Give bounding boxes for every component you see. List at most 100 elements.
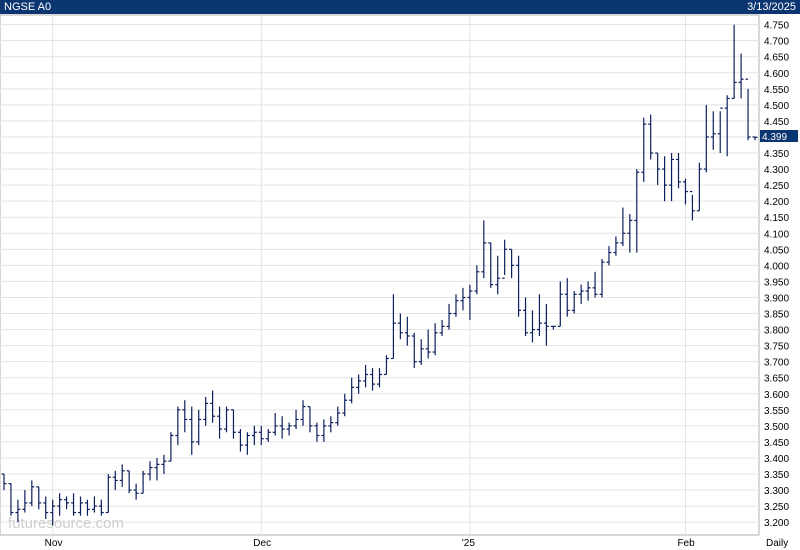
ohlc-bar xyxy=(335,406,341,426)
ohlc-bar xyxy=(314,422,320,442)
ohlc-bar xyxy=(22,490,28,513)
ohlc-bar xyxy=(738,53,744,99)
y-tick-label: 3.550 xyxy=(764,406,789,417)
ohlc-bar xyxy=(224,406,230,433)
ohlc-bar xyxy=(439,319,445,336)
y-tick-label: 4.000 xyxy=(764,261,789,272)
ohlc-bar xyxy=(585,281,591,301)
ohlc-bar xyxy=(620,207,626,247)
ohlc-bar xyxy=(36,486,42,510)
y-tick-label: 3.400 xyxy=(764,454,789,465)
period-label: Daily xyxy=(766,538,788,549)
ohlc-bar xyxy=(543,303,549,346)
ohlc-bar xyxy=(363,364,369,388)
ohlc-bar xyxy=(446,303,452,330)
ohlc-bar xyxy=(432,323,438,356)
ohlc-bar xyxy=(453,294,459,317)
ohlc-bar xyxy=(474,265,480,295)
ohlc-bar xyxy=(272,413,278,436)
ohlc-bar xyxy=(258,425,264,446)
watermark: futuresource.com xyxy=(8,515,124,532)
ohlc-bar xyxy=(682,178,688,205)
ohlc-bar xyxy=(244,432,250,455)
ohlc-bar xyxy=(536,294,542,336)
ohlc-bar xyxy=(356,374,362,394)
ohlc-bar xyxy=(119,464,125,487)
ohlc-bar xyxy=(265,429,271,442)
y-tick-label: 3.750 xyxy=(764,342,789,353)
y-tick-label: 3.800 xyxy=(764,326,789,337)
ohlc-bar xyxy=(495,255,501,295)
ohlc-bar xyxy=(488,242,494,288)
symbol-label: NGSE A0 xyxy=(4,1,52,13)
ohlc-bar xyxy=(300,400,306,426)
y-tick-label: 4.650 xyxy=(764,53,789,64)
ohlc-bar xyxy=(592,271,598,298)
ohlc-bar xyxy=(105,474,111,514)
ohlc-bar xyxy=(467,284,473,320)
ohlc-bar xyxy=(98,499,104,516)
ohlc-bar xyxy=(523,297,529,336)
ohlc-bar xyxy=(641,117,647,182)
ohlc-bar xyxy=(189,406,195,455)
ohlc-bar xyxy=(279,416,285,439)
ohlc-bar xyxy=(613,236,619,256)
ohlc-bar xyxy=(168,432,174,462)
ohlc-bar xyxy=(112,470,118,491)
ohlc-bar xyxy=(557,281,563,327)
ohlc-bar xyxy=(724,95,730,157)
ohlc-bar xyxy=(529,310,535,343)
ohlc-bar xyxy=(251,425,257,446)
ohlc-bar xyxy=(84,499,90,516)
ohlc-bar xyxy=(550,325,556,330)
y-tick-label: 4.500 xyxy=(764,101,789,112)
y-tick-label: 4.250 xyxy=(764,181,789,192)
ohlc-bar xyxy=(634,169,640,253)
ohlc-bar xyxy=(411,332,417,369)
plot-area xyxy=(0,14,760,536)
ohlc-bar xyxy=(8,483,14,516)
ohlc-bar xyxy=(175,406,181,446)
ohlc-bar xyxy=(676,153,682,189)
x-tick-label: Dec xyxy=(253,538,271,549)
y-tick-label: 4.200 xyxy=(764,197,789,208)
ohlc-bar xyxy=(161,454,167,475)
ohlc-bar xyxy=(370,368,376,391)
ohlc-bar xyxy=(648,114,654,160)
y-tick-label: 4.350 xyxy=(764,149,789,160)
ohlc-bar xyxy=(328,416,334,433)
ohlc-bar xyxy=(745,78,751,141)
ohlc-bars xyxy=(1,24,758,526)
ohlc-bar xyxy=(342,393,348,417)
y-tick-label: 3.850 xyxy=(764,310,789,321)
ohlc-bar xyxy=(703,104,709,173)
ohlc-bar xyxy=(321,419,327,442)
ohlc-bar xyxy=(731,24,737,100)
ohlc-bar xyxy=(71,493,77,516)
y-tick-label: 3.350 xyxy=(764,470,789,481)
ohlc-bar xyxy=(77,496,83,516)
ohlc-bar xyxy=(509,248,515,279)
ohlc-bar xyxy=(1,473,7,491)
ohlc-bar xyxy=(154,457,160,481)
y-tick-label: 4.750 xyxy=(764,21,789,32)
y-tick-label: 3.900 xyxy=(764,293,789,304)
ohlc-bar xyxy=(481,220,487,279)
ohlc-bar xyxy=(627,214,633,253)
ohlc-bar xyxy=(50,499,56,526)
chart-header: NGSE A0 3/13/2025 xyxy=(0,0,800,14)
ohlc-bar xyxy=(752,136,758,141)
y-tick-label: 3.300 xyxy=(764,486,789,497)
ohlc-bar xyxy=(502,239,508,279)
ohlc-bar xyxy=(696,162,702,212)
ohlc-bar xyxy=(689,190,695,221)
ohlc-bar xyxy=(377,368,382,388)
ohlc-bar xyxy=(182,400,188,433)
ohlc-bar xyxy=(460,287,466,311)
ohlc-bar xyxy=(307,406,313,433)
ohlc-bar xyxy=(669,153,675,202)
x-tick-label: Nov xyxy=(45,538,63,549)
grid xyxy=(0,15,759,535)
ohlc-bar xyxy=(140,470,146,494)
